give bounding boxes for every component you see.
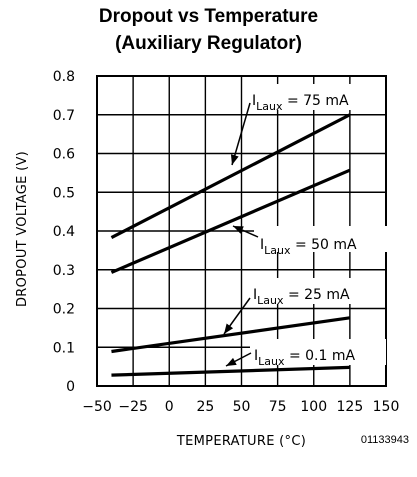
series-line [111,365,350,377]
y-tick-label: 0.5 [53,185,75,201]
y-tick-label: 0.3 [53,263,75,279]
x-tick-label: 25 [196,399,214,415]
series-line [110,168,351,274]
x-tick-label: 125 [337,399,364,415]
y-tick-label: 0.1 [53,340,75,356]
series-label: ILaux = 25 mA [253,287,350,307]
y-tick-label: 0.8 [53,69,75,85]
y-tick-label: 0.7 [53,108,75,124]
chart-subtitle: (Auxiliary Regulator) [115,33,302,54]
x-axis-label: TEMPERATURE (°C) [176,434,306,449]
y-tick-label: 0 [66,379,75,395]
series-lines [110,113,351,377]
x-tick-label: 150 [373,399,400,415]
x-tick-label: 0 [165,399,174,415]
annotation-leader [231,102,251,166]
annotation-backdrop [250,339,386,365]
annotation-backdrop [250,84,380,110]
x-tick-label: −50 [82,399,112,415]
figure-id: 01133943 [360,434,409,446]
y-tick-label: 0.4 [53,224,75,240]
series-line [111,316,351,354]
y-tick-label: 0.2 [53,302,75,318]
chart-title: Dropout vs Temperature [98,6,319,27]
series-label: ILaux = 75 mA [252,93,349,113]
series-label: ILaux = 50 mA [260,237,357,257]
annotation-arrowhead [226,357,237,366]
annotation-backdrop [248,278,383,304]
series-label: ILaux = 0.1 mA [254,348,355,368]
annotation-arrowhead [224,323,234,334]
x-tick-label: 50 [233,399,251,415]
x-tick-label: −25 [118,399,148,415]
series-annotations: ILaux = 75 mA ILaux = 50 mA ILaux = 25 mA I… [223,84,390,368]
annotation-arrowhead [230,154,239,165]
y-tick-label: 0.6 [53,147,75,163]
annotation-arrowhead [233,226,244,234]
x-tick-label: 75 [269,399,287,415]
y-tick-labels: 0 0.1 0.2 0.3 0.4 0.5 0.6 0.7 0.8 [53,69,75,395]
annotation-backdrop [254,226,390,252]
y-axis-label: DROPOUT VOLTAGE (V) [15,151,30,307]
x-tick-label: 100 [300,399,327,415]
series-line [110,113,351,240]
x-tick-labels: −50 −25 0 25 50 75 100 125 150 [82,399,399,415]
